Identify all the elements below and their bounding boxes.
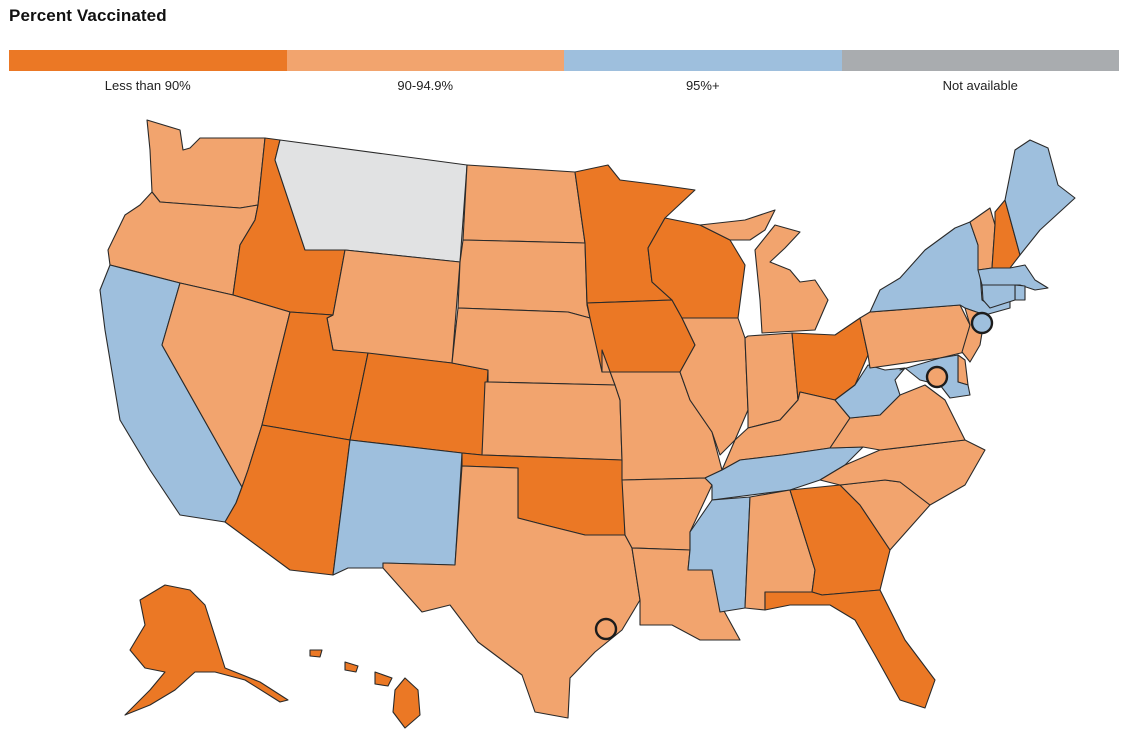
state-hawaii[interactable]: Hawaii — [309, 649, 421, 729]
state-north-dakota[interactable]: North Dakota — [462, 164, 586, 244]
state-illinois[interactable]: Illinois — [679, 317, 749, 456]
state-kansas[interactable]: Kansas — [481, 381, 623, 461]
state-new-mexico[interactable]: New Mexico — [332, 439, 463, 576]
state-wyoming[interactable]: Wyoming — [326, 249, 461, 364]
state-south-dakota[interactable]: South Dakota — [457, 239, 591, 319]
map-title: Percent Vaccinated — [9, 6, 167, 25]
legend-label-na: Not available — [942, 78, 1018, 93]
legend-swatch-lt90 — [9, 50, 287, 71]
legend-label-lt90: Less than 90% — [104, 78, 191, 93]
state-colorado[interactable]: Colorado — [349, 352, 489, 456]
state-texas[interactable]: Texas — [382, 465, 641, 719]
marker-new-york-city[interactable]: New York City — [970, 311, 994, 335]
state-montana[interactable]: Montana — [274, 139, 468, 263]
legend-label-90-949: 90-94.9% — [397, 78, 454, 93]
legend-swatch-na — [841, 50, 1119, 71]
state-connecticut[interactable]: Connecticut — [981, 284, 1016, 309]
state-maine[interactable]: Maine — [1004, 139, 1076, 256]
marker-district-of-columbia[interactable]: District of Columbia — [925, 365, 949, 389]
legend-label-95plus: 95%+ — [685, 78, 720, 93]
state-alaska[interactable]: Alaska — [124, 584, 289, 716]
state-florida[interactable]: Florida — [764, 589, 936, 709]
state-rhode-island[interactable]: Rhode Island — [1014, 284, 1026, 301]
legend-bar — [9, 50, 1119, 71]
legend-swatch-95plus — [564, 50, 842, 71]
state-west-virginia[interactable]: West Virginia — [834, 364, 906, 419]
state-washington[interactable]: Washington — [146, 119, 266, 209]
marker-houston[interactable]: Houston — [594, 617, 618, 641]
legend-swatch-90-949 — [286, 50, 564, 71]
legend-labels: Less than 90% 90-94.9% 95%+ Not availabl… — [9, 78, 1119, 93]
state-michigan[interactable]: Michigan — [699, 209, 829, 334]
state-delaware[interactable]: Delaware — [957, 354, 969, 386]
